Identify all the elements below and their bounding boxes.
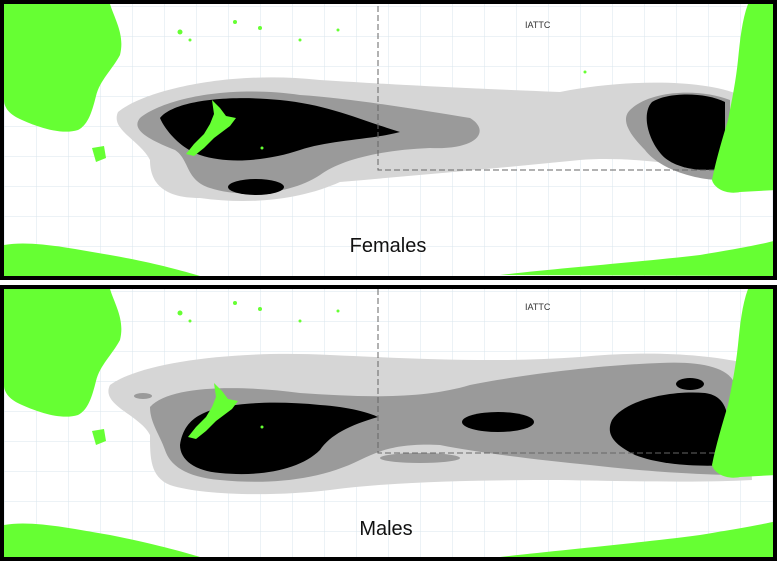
iattc-label: IATTC (525, 20, 551, 30)
south-america-land (712, 289, 777, 478)
antarctica-land-west (4, 523, 200, 557)
density-mid-patch (380, 453, 460, 463)
panel-frame (0, 0, 777, 280)
density-high-patch-east (676, 378, 704, 390)
iattc-boundary (377, 6, 725, 171)
iattc-label: IATTC (525, 302, 551, 312)
antarctica-land-west (4, 243, 200, 276)
pacific-islands (177, 301, 340, 429)
tasmania-land (92, 429, 106, 445)
antarctica-land-east (500, 240, 777, 276)
tasmania-land (92, 146, 106, 162)
density-high-region-east (646, 94, 725, 170)
pacific-islands (177, 20, 587, 150)
antarctica-land-east (500, 521, 777, 557)
females-map: IATTC Females (0, 0, 777, 280)
density-high-patch (228, 179, 284, 195)
males-label: Males (359, 518, 412, 540)
iattc-boundary (377, 289, 725, 454)
density-mid-patch-west (134, 393, 152, 399)
new-zealand-land (188, 383, 238, 439)
australia-land (4, 4, 122, 132)
density-high-region (180, 402, 378, 475)
south-america-land (712, 4, 777, 193)
australia-land (4, 289, 122, 417)
females-panel: IATTC Females (0, 0, 777, 280)
new-zealand-land (186, 100, 236, 156)
density-high-region-east (609, 392, 728, 466)
males-map: IATTC Males (0, 285, 777, 561)
females-label: Females (350, 235, 427, 257)
density-high-patch-mid (462, 412, 534, 432)
panel-frame (0, 285, 777, 561)
males-panel: IATTC Males (0, 285, 777, 561)
